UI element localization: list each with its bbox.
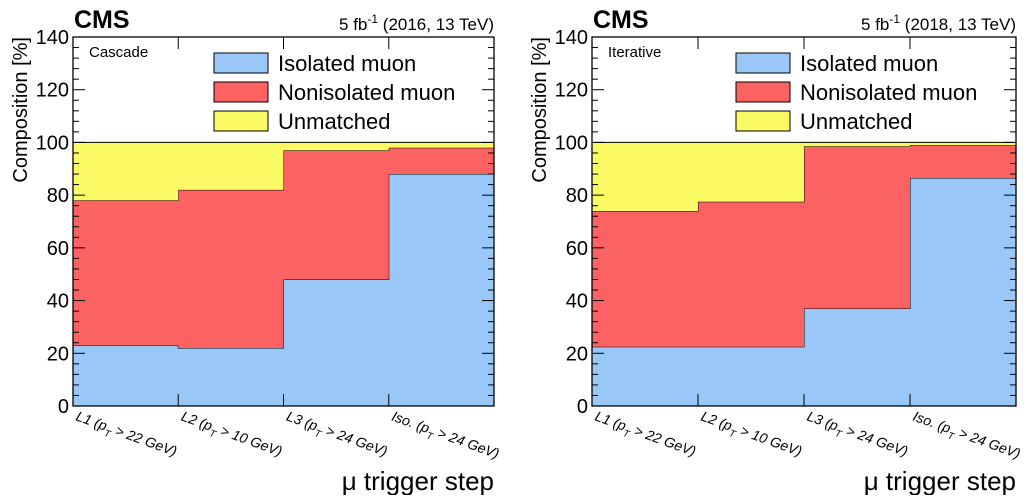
legend-swatch bbox=[213, 110, 269, 132]
lumi-label: 5 fb-1 (2018, 13 TeV) bbox=[861, 12, 1016, 34]
x-axis-title: μ trigger step bbox=[864, 466, 1016, 495]
area-unmatched bbox=[592, 142, 1016, 211]
panel-label: Iterative bbox=[608, 44, 661, 61]
y-tick-label: 120 bbox=[36, 80, 69, 102]
panel-label: Cascade bbox=[89, 44, 148, 61]
y-tick-label: 120 bbox=[555, 80, 588, 102]
cms-label: CMS bbox=[593, 6, 649, 34]
y-tick-label: 100 bbox=[555, 132, 588, 154]
legend-label: Nonisolated muon bbox=[278, 80, 455, 105]
y-tick-label: 80 bbox=[566, 185, 588, 207]
x-tick-label: Iso. (pT > 24 GeV) bbox=[388, 408, 501, 466]
legend-label: Unmatched bbox=[278, 109, 391, 134]
y-tick-label: 60 bbox=[566, 238, 588, 260]
y-tick-label: 100 bbox=[36, 132, 69, 154]
lumi-label: 5 fb-1 (2016, 13 TeV) bbox=[339, 12, 494, 34]
x-tick-label: L2 (pT > 10 GeV) bbox=[178, 408, 285, 464]
y-tick-label: 40 bbox=[47, 291, 69, 313]
cms-label: CMS bbox=[74, 6, 130, 34]
y-tick-label: 0 bbox=[58, 396, 69, 418]
legend-label: Isolated muon bbox=[800, 51, 938, 76]
x-tick-label: L2 (pT > 10 GeV) bbox=[697, 408, 804, 464]
area-nonisolated-muon bbox=[592, 145, 1016, 347]
y-tick-label: 40 bbox=[566, 291, 588, 313]
x-tick-label: L3 (pT > 24 GeV) bbox=[803, 408, 910, 464]
chart-panel-2: 0 20 40 60 80 100 120 140 L1 (pT > 22 GeV)L2 (pT… bbox=[529, 6, 1023, 496]
y-tick-label: 60 bbox=[47, 238, 69, 260]
legend-swatch bbox=[735, 52, 791, 74]
y-axis-title: Composition [%] bbox=[529, 37, 551, 183]
x-axis-title: μ trigger step bbox=[342, 466, 494, 495]
legend-label: Unmatched bbox=[800, 109, 913, 134]
legend-label: Nonisolated muon bbox=[800, 80, 977, 105]
area-unmatched bbox=[73, 142, 494, 201]
chart-panel-1: 0 20 40 60 80 100 120 140 L1 (pT > 22 GeV)L2 (pT… bbox=[10, 6, 501, 496]
y-tick-label: 20 bbox=[47, 343, 69, 365]
x-tick-label: L1 (pT > 22 GeV) bbox=[72, 408, 179, 464]
y-axis-title: Composition [%] bbox=[10, 37, 32, 183]
y-tick-label: 80 bbox=[47, 185, 69, 207]
legend-swatch bbox=[213, 52, 269, 74]
legend-swatch bbox=[735, 110, 791, 132]
x-tick-label: L1 (pT > 22 GeV) bbox=[591, 408, 698, 464]
x-tick-label: L3 (pT > 24 GeV) bbox=[283, 408, 390, 464]
legend-label: Isolated muon bbox=[278, 51, 416, 76]
y-tick-label: 0 bbox=[577, 396, 588, 418]
y-tick-label: 140 bbox=[36, 27, 69, 49]
legend-swatch bbox=[213, 81, 269, 103]
y-tick-label: 140 bbox=[555, 27, 588, 49]
legend-swatch bbox=[735, 81, 791, 103]
x-tick-label: Iso. (pT > 24 GeV) bbox=[909, 408, 1022, 466]
y-tick-label: 20 bbox=[566, 343, 588, 365]
